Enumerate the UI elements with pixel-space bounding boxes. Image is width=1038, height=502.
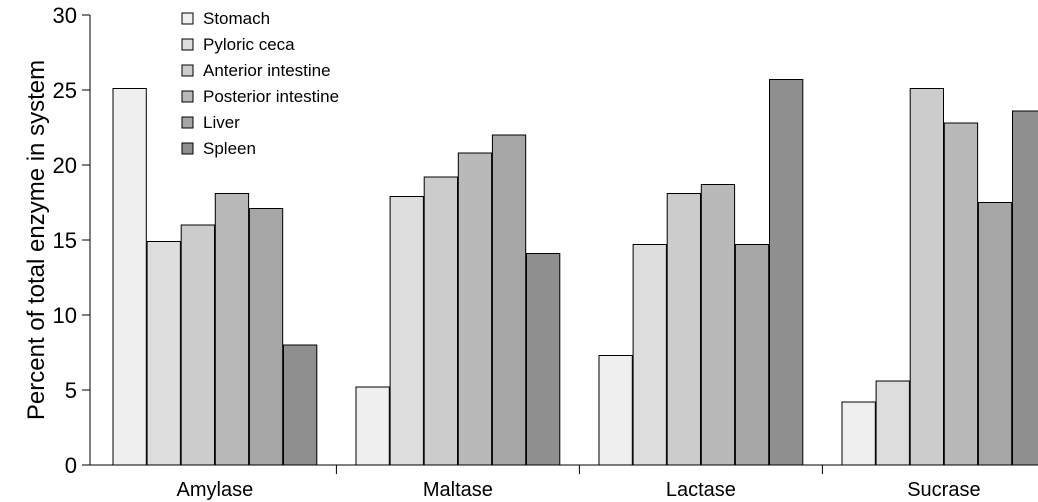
bar-maltase-stomach bbox=[355, 386, 390, 466]
legend-swatch bbox=[181, 64, 194, 77]
bar-amylase-stomach bbox=[112, 88, 147, 466]
bar-amylase-pyloric-ceca bbox=[146, 241, 181, 466]
bar-maltase-liver bbox=[491, 134, 527, 466]
bar-maltase-pyloric-ceca bbox=[389, 196, 424, 466]
legend-swatch bbox=[181, 116, 194, 129]
y-tick-label: 10 bbox=[53, 303, 77, 328]
legend-swatch bbox=[181, 90, 194, 103]
legend-label: Stomach bbox=[203, 9, 270, 28]
bar-maltase-spleen bbox=[526, 253, 561, 466]
legend-swatch bbox=[181, 38, 194, 51]
bar-lactase-anterior-intestine bbox=[666, 193, 702, 466]
bar-sucrase-spleen bbox=[1012, 110, 1038, 466]
y-tick-label: 30 bbox=[53, 3, 77, 28]
y-tick-label: 20 bbox=[53, 153, 77, 178]
legend-label: Spleen bbox=[203, 139, 256, 158]
bars bbox=[112, 79, 1038, 466]
bar-sucrase-posterior-intestine bbox=[943, 122, 979, 466]
category-label: Maltase bbox=[423, 479, 493, 501]
legend-swatch bbox=[181, 142, 194, 155]
legend-label: Anterior intestine bbox=[203, 61, 331, 80]
bar-sucrase-pyloric-ceca bbox=[875, 380, 910, 466]
y-axis-title: Percent of total enzyme in system bbox=[23, 60, 50, 420]
bar-amylase-anterior-intestine bbox=[180, 224, 215, 466]
category-label: Amylase bbox=[177, 479, 254, 501]
legend-label: Posterior intestine bbox=[203, 87, 339, 106]
bar-lactase-spleen bbox=[769, 79, 804, 466]
y-tick-label: 25 bbox=[53, 78, 77, 103]
legend-label: Pyloric ceca bbox=[203, 35, 295, 54]
y-tick-label: 0 bbox=[65, 453, 77, 478]
y-tick-label: 5 bbox=[65, 378, 77, 403]
bar-maltase-anterior-intestine bbox=[423, 176, 459, 466]
y-tick-label: 15 bbox=[53, 228, 77, 253]
bar-lactase-pyloric-ceca bbox=[632, 244, 667, 466]
category-label: Lactase bbox=[666, 479, 736, 501]
bar-sucrase-stomach bbox=[841, 401, 876, 466]
legend-label: Liver bbox=[203, 113, 240, 132]
bar-lactase-posterior-intestine bbox=[700, 184, 736, 466]
bar-amylase-liver bbox=[248, 208, 284, 466]
legend: Stomach Pyloric ceca Anterior intestine Pos… bbox=[181, 9, 339, 158]
bar-lactase-stomach bbox=[598, 355, 633, 466]
bar-lactase-liver bbox=[734, 244, 770, 466]
bar-sucrase-anterior-intestine bbox=[909, 88, 945, 466]
category-label: Sucrase bbox=[907, 479, 980, 501]
axes: 0 5 10 15 20 25 30 Amylase Maltase Lactase Sucrase bbox=[53, 3, 1038, 501]
bar-amylase-posterior-intestine bbox=[214, 193, 250, 466]
bar-amylase-spleen bbox=[283, 344, 318, 466]
bar-maltase-posterior-intestine bbox=[457, 152, 493, 466]
legend-swatch bbox=[181, 12, 194, 25]
bar-sucrase-liver bbox=[977, 202, 1013, 466]
